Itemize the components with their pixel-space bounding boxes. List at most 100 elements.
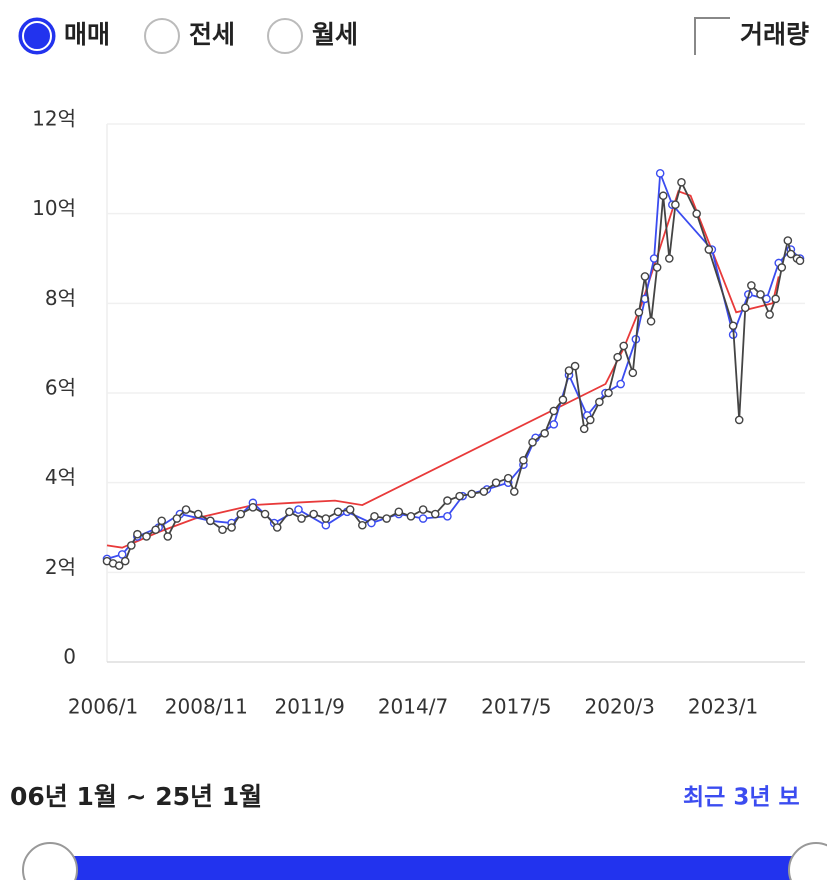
data-point xyxy=(163,532,173,541)
data-point xyxy=(218,525,227,535)
data-point xyxy=(646,316,656,326)
x-tick-label: 2006/1 xyxy=(68,695,138,719)
data-point xyxy=(704,245,714,254)
radio-option[interactable]: 매매 xyxy=(18,17,110,55)
data-point xyxy=(519,455,528,465)
series-line xyxy=(106,190,780,549)
x-tick-label: 2014/7 xyxy=(378,695,448,719)
data-point xyxy=(619,341,629,351)
data-point xyxy=(333,507,343,517)
data-point xyxy=(734,415,744,425)
data-point xyxy=(771,294,780,304)
radio-label[interactable]: 매매 xyxy=(64,20,110,49)
data-point xyxy=(503,473,513,483)
data-point xyxy=(443,496,452,505)
data-point xyxy=(777,263,787,272)
data-point xyxy=(272,523,282,532)
radio-label[interactable]: 전세 xyxy=(189,20,235,49)
radio-option[interactable]: 전세 xyxy=(144,18,235,54)
data-point xyxy=(549,420,559,429)
data-point xyxy=(549,406,559,416)
data-point xyxy=(479,487,489,496)
data-point xyxy=(248,503,258,512)
data-point xyxy=(236,509,246,519)
data-point xyxy=(151,525,160,535)
data-point xyxy=(467,489,477,499)
data-point xyxy=(193,509,203,519)
data-point xyxy=(564,366,574,375)
data-point xyxy=(628,368,638,378)
data-point xyxy=(665,254,674,263)
y-tick-label: 0 xyxy=(63,645,76,669)
radio-label[interactable]: 월세 xyxy=(312,20,358,49)
data-point xyxy=(649,254,659,263)
y-tick-label: 2억 xyxy=(45,555,76,579)
data-point xyxy=(579,424,589,434)
data-point xyxy=(157,516,167,526)
data-point xyxy=(640,272,650,281)
x-tick-label: 2008/11 xyxy=(165,695,248,719)
data-point xyxy=(172,514,182,523)
data-point xyxy=(765,310,774,319)
radio[interactable] xyxy=(267,18,303,54)
data-point xyxy=(558,395,568,405)
slider-handle[interactable] xyxy=(22,842,78,880)
radio-selected[interactable] xyxy=(18,17,56,55)
data-point xyxy=(652,263,662,272)
data-point xyxy=(297,514,306,523)
data-point xyxy=(358,520,367,530)
data-point xyxy=(285,507,294,517)
data-point xyxy=(430,509,440,519)
data-point xyxy=(294,505,303,514)
checkbox-label[interactable]: 거래량 xyxy=(740,20,809,49)
range-slider[interactable] xyxy=(22,842,827,880)
radio[interactable] xyxy=(144,18,180,54)
volume-toggle[interactable]: 거래량 xyxy=(694,17,809,55)
y-tick-label: 6억 xyxy=(45,376,76,400)
data-point xyxy=(418,505,428,514)
data-point xyxy=(528,438,537,447)
data-point xyxy=(382,514,391,523)
radio-ring xyxy=(22,21,52,51)
recent-button[interactable]: 최근 3년 보 xyxy=(683,785,800,811)
data-point xyxy=(728,321,738,331)
data-point xyxy=(309,509,318,519)
y-tick-label: 4억 xyxy=(45,465,76,489)
x-tick-label: 2020/3 xyxy=(585,695,655,719)
series-line xyxy=(106,172,801,560)
data-point xyxy=(634,307,644,317)
data-point xyxy=(418,514,428,523)
tab-group: 매매 전세 월세 xyxy=(18,17,358,55)
data-point xyxy=(655,169,665,178)
data-point xyxy=(491,478,501,487)
data-point xyxy=(181,505,191,514)
data-point xyxy=(616,379,625,389)
x-tick-label: 2017/5 xyxy=(481,695,551,719)
data-point xyxy=(133,529,142,539)
slider-track xyxy=(50,856,815,880)
data-point xyxy=(321,514,331,523)
data-point xyxy=(345,505,355,514)
data-point xyxy=(613,352,622,362)
data-point xyxy=(114,561,124,570)
data-point xyxy=(658,191,668,201)
radio-option[interactable]: 월세 xyxy=(267,18,358,54)
x-tick-label: 2011/9 xyxy=(274,695,344,719)
data-point xyxy=(585,415,595,425)
chart: 0 2억 4억 6억 8억 10억 12억 2006/1 2008/11 2011/9 2014/7… xyxy=(32,107,805,719)
data-point xyxy=(570,361,580,371)
data-point xyxy=(260,509,270,519)
data-point xyxy=(740,303,750,313)
slider-handle[interactable] xyxy=(788,842,827,880)
data-point xyxy=(120,556,130,566)
data-point xyxy=(595,397,604,407)
checkbox[interactable] xyxy=(694,17,730,55)
data-point xyxy=(206,516,215,526)
data-point xyxy=(786,249,796,259)
data-point xyxy=(540,429,549,438)
y-tick-label: 12억 xyxy=(32,107,76,131)
data-point xyxy=(783,236,793,245)
